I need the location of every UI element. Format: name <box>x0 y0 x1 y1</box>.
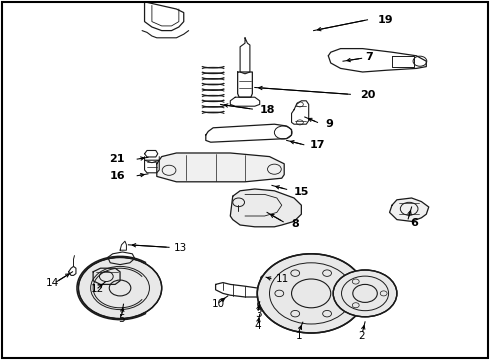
Text: 16: 16 <box>109 171 125 181</box>
Text: 7: 7 <box>365 51 373 62</box>
Text: 10: 10 <box>212 299 225 309</box>
Circle shape <box>333 270 397 317</box>
Text: 13: 13 <box>174 243 187 253</box>
Text: 20: 20 <box>360 90 375 100</box>
Text: 19: 19 <box>377 15 393 25</box>
Text: 15: 15 <box>294 186 309 197</box>
Circle shape <box>257 254 365 333</box>
Text: 2: 2 <box>359 330 366 341</box>
Text: 21: 21 <box>109 154 125 164</box>
Text: 5: 5 <box>119 314 125 324</box>
Text: 4: 4 <box>255 321 262 331</box>
Text: 3: 3 <box>255 309 262 319</box>
Text: 6: 6 <box>411 218 418 228</box>
Text: 17: 17 <box>310 140 326 150</box>
Text: 12: 12 <box>91 284 104 294</box>
Text: 14: 14 <box>46 278 59 288</box>
Circle shape <box>78 257 162 319</box>
Polygon shape <box>230 189 301 227</box>
Text: 9: 9 <box>326 119 334 129</box>
Text: 11: 11 <box>276 274 289 284</box>
Polygon shape <box>157 153 284 182</box>
Polygon shape <box>390 198 429 221</box>
Text: 8: 8 <box>292 219 299 229</box>
Text: 18: 18 <box>260 105 275 115</box>
Text: 1: 1 <box>295 330 302 341</box>
